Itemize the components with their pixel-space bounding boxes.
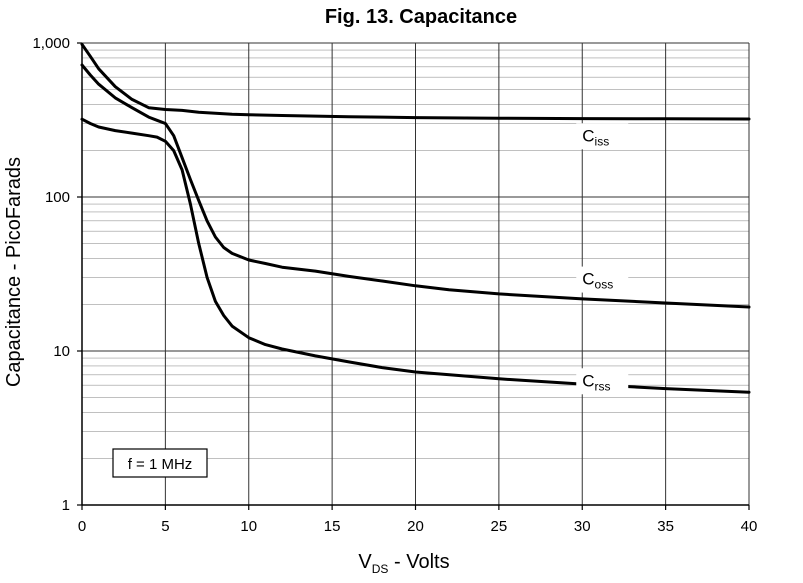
x-tick-label: 15 bbox=[324, 518, 341, 535]
y-tick-label: 1,000 bbox=[32, 35, 70, 52]
series-label-main: C bbox=[582, 126, 594, 145]
x-tick-labels: 0 5 10 15 20 25 30 35 40 bbox=[78, 518, 758, 535]
x-axis-label-main: V bbox=[358, 551, 372, 573]
y-axis-label: Capacitance - PicoFarads bbox=[3, 157, 25, 387]
x-tick-label: 40 bbox=[741, 518, 758, 535]
series-label-sub: rss bbox=[595, 379, 611, 393]
series-label-main: C bbox=[582, 270, 594, 289]
x-tick-label: 5 bbox=[161, 518, 169, 535]
x-tick-label: 10 bbox=[240, 518, 257, 535]
annotation-text: f = 1 MHz bbox=[128, 456, 193, 473]
series-label-coss: Coss bbox=[582, 270, 613, 292]
series-line-crss bbox=[80, 117, 751, 394]
y-tick-label: 10 bbox=[53, 343, 70, 360]
series-label-main: C bbox=[582, 371, 594, 390]
series-label-bg-crss bbox=[576, 368, 629, 395]
y-tick-label: 100 bbox=[45, 189, 70, 206]
y-tick-label: 1 bbox=[62, 497, 70, 514]
x-tick-label: 20 bbox=[407, 518, 424, 535]
series-label-ciss: Ciss bbox=[582, 126, 609, 148]
series-lines bbox=[80, 42, 751, 394]
x-axis-label: VDS - Volts bbox=[358, 551, 449, 576]
x-tick-label: 0 bbox=[78, 518, 86, 535]
x-axis-label-rest: - Volts bbox=[388, 551, 449, 573]
series-label-sub: oss bbox=[595, 278, 614, 292]
series-line-coss bbox=[80, 63, 751, 309]
series-label-bg-coss bbox=[576, 266, 629, 293]
x-tick-label: 30 bbox=[574, 518, 591, 535]
x-axis-label-sub: DS bbox=[372, 562, 389, 576]
series-label-sub: iss bbox=[595, 134, 610, 148]
annotation-box bbox=[112, 448, 208, 478]
frequency-annotation: f = 1 MHz bbox=[112, 448, 208, 478]
x-tick-label: 35 bbox=[657, 518, 674, 535]
chart-title: Fig. 13. Capacitance bbox=[325, 6, 517, 28]
series-line-ciss bbox=[80, 42, 751, 121]
series-label-crss: Crss bbox=[582, 371, 610, 393]
series-label-bg-ciss bbox=[576, 123, 629, 150]
x-tick-label: 25 bbox=[491, 518, 508, 535]
y-tick-labels: 1 10 100 1,000 bbox=[32, 35, 70, 514]
